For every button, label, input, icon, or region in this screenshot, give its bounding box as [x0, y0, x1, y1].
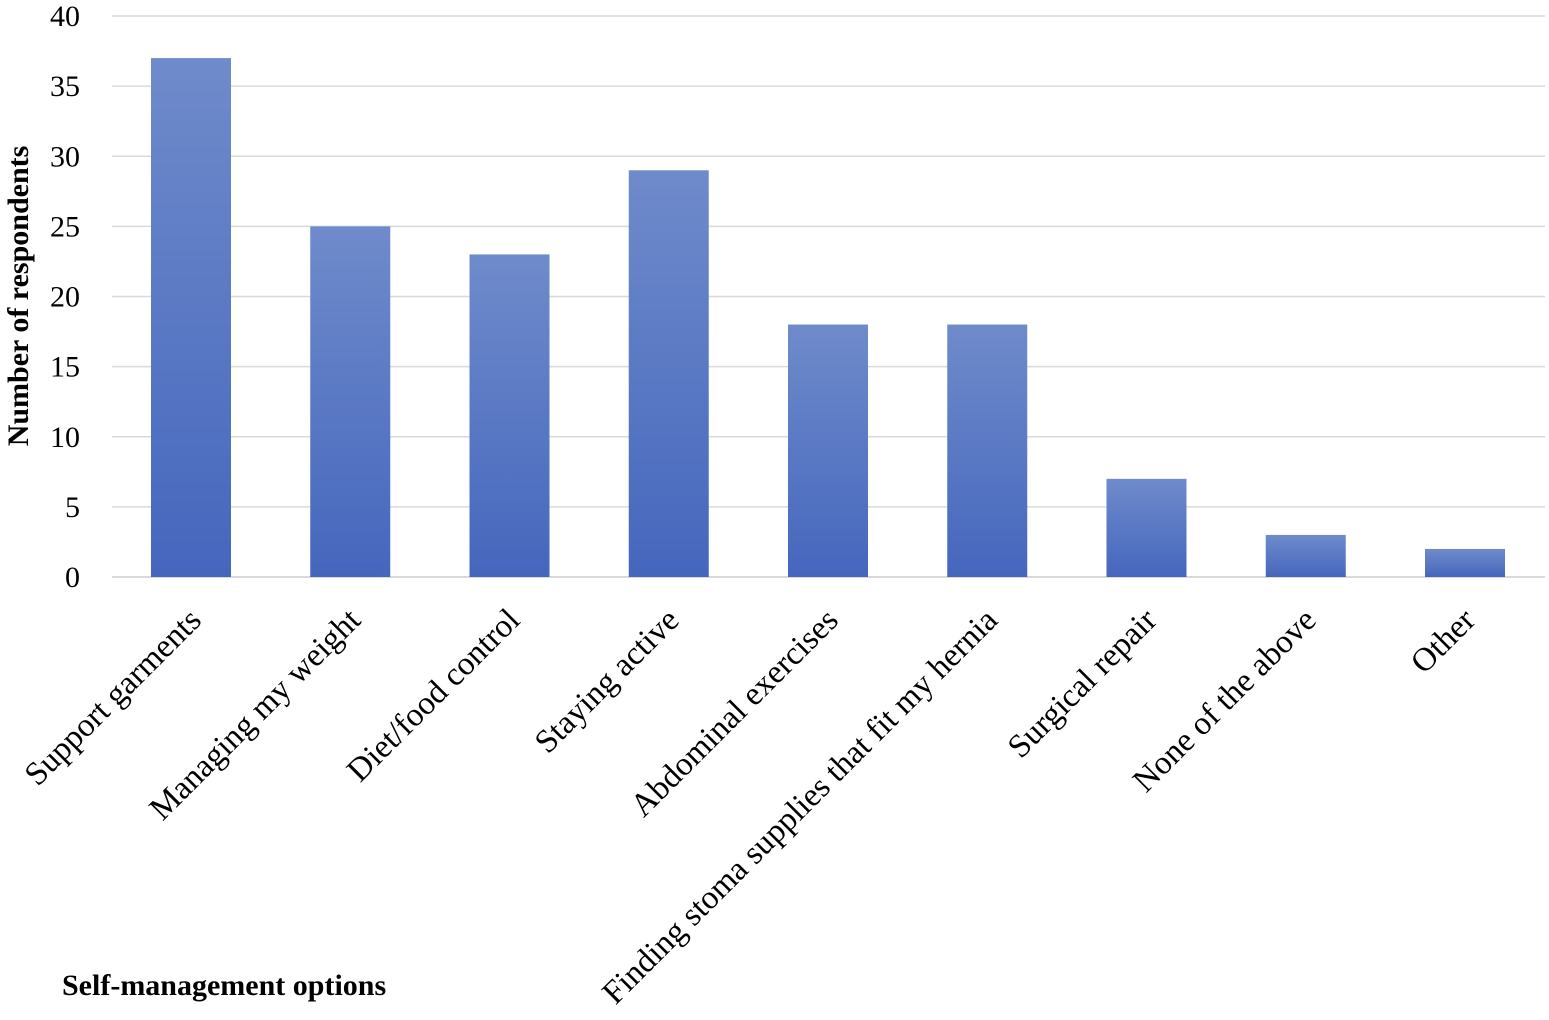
- bar: [788, 324, 868, 577]
- y-tick-label: 30: [50, 140, 80, 173]
- y-tick-label: 15: [50, 351, 80, 384]
- bar: [1265, 534, 1346, 577]
- y-tick-label: 25: [50, 210, 80, 243]
- bar: [947, 324, 1028, 577]
- bar: [1425, 548, 1505, 577]
- x-category-label: Surgical repair: [1001, 602, 1164, 765]
- bars: [151, 58, 1505, 578]
- y-tick-label: 10: [50, 421, 80, 454]
- y-tick-label: 0: [65, 561, 80, 594]
- bar: [628, 170, 709, 577]
- x-axis-title: Self-management options: [62, 969, 386, 1002]
- y-tick-label: 40: [50, 0, 80, 33]
- bar: [310, 226, 391, 577]
- y-tick-label: 20: [50, 281, 80, 314]
- bar: [469, 254, 550, 578]
- y-tick-label: 35: [50, 70, 80, 103]
- bar: [1106, 478, 1187, 577]
- x-category-label: Diet/food control: [340, 602, 527, 789]
- y-axis-title: Number of respondents: [2, 146, 35, 447]
- y-tick-label: 5: [65, 491, 80, 524]
- x-category-label: Staying active: [528, 602, 686, 760]
- bar: [151, 58, 231, 577]
- x-category-label: Other: [1404, 602, 1483, 681]
- y-axis-ticks: 0 5 10 15 20 25 30 35 40: [50, 0, 80, 594]
